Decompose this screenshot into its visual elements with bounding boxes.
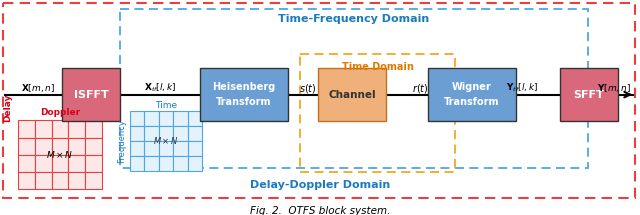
Bar (68, 155, 85, 172)
Bar (130, 111, 145, 126)
Bar (68, 120, 85, 138)
Text: Time-Frequency Domain: Time-Frequency Domain (278, 14, 429, 24)
Bar (85, 155, 102, 172)
Bar (62, 68, 120, 121)
Bar (52, 120, 68, 138)
Bar (188, 126, 202, 141)
Bar (145, 141, 159, 156)
Bar (18, 155, 35, 172)
Bar (200, 68, 288, 121)
Bar (85, 120, 102, 138)
Bar (159, 141, 173, 156)
Bar (85, 172, 102, 189)
Bar (428, 68, 516, 121)
Bar (120, 9, 588, 168)
Bar (173, 111, 188, 126)
Text: $r(t)$: $r(t)$ (412, 82, 428, 95)
Bar (318, 68, 386, 121)
Bar (173, 156, 188, 171)
Bar (35, 172, 52, 189)
Text: Delay-Doppler Domain: Delay-Doppler Domain (250, 180, 390, 190)
Bar (35, 120, 52, 138)
Bar (159, 126, 173, 141)
Text: Transform: Transform (444, 97, 500, 107)
Text: Heisenberg: Heisenberg (212, 82, 276, 92)
Bar (560, 68, 618, 121)
Bar (18, 120, 35, 138)
Text: $M \times N$: $M \times N$ (153, 135, 179, 146)
Text: Doppler: Doppler (40, 108, 80, 117)
Text: $s(t)$: $s(t)$ (299, 82, 317, 95)
Bar (18, 138, 35, 155)
Text: Time Domain: Time Domain (342, 62, 414, 72)
Bar (35, 155, 52, 172)
Text: ISFFT: ISFFT (74, 90, 108, 100)
Bar (145, 111, 159, 126)
Bar (68, 172, 85, 189)
Bar (145, 156, 159, 171)
Bar (130, 141, 145, 156)
Text: Frequency: Frequency (118, 119, 127, 163)
Bar (188, 111, 202, 126)
Bar (52, 155, 68, 172)
Bar (68, 138, 85, 155)
Text: $M \times N$: $M \times N$ (46, 149, 74, 160)
Bar (159, 111, 173, 126)
Bar (52, 138, 68, 155)
Bar (145, 126, 159, 141)
Text: $\mathbf{Y}[m,n]$: $\mathbf{Y}[m,n]$ (597, 82, 631, 94)
Bar (173, 126, 188, 141)
Text: Transform: Transform (216, 97, 272, 107)
Text: Time: Time (155, 101, 177, 110)
Bar (173, 141, 188, 156)
Bar (300, 54, 455, 172)
Text: Fig. 2.  OTFS block system.: Fig. 2. OTFS block system. (250, 206, 390, 215)
Bar (35, 138, 52, 155)
Bar (159, 156, 173, 171)
Text: $\mathbf{Y}_{tf}[l,k]$: $\mathbf{Y}_{tf}[l,k]$ (506, 82, 538, 94)
Bar (130, 156, 145, 171)
Text: Delay: Delay (3, 93, 13, 122)
Text: Channel: Channel (328, 90, 376, 100)
Text: $\mathbf{X}[m,n]$: $\mathbf{X}[m,n]$ (21, 82, 55, 94)
Text: $\mathbf{X}_{tf}[l,k]$: $\mathbf{X}_{tf}[l,k]$ (144, 82, 176, 94)
Bar (18, 172, 35, 189)
Bar (188, 141, 202, 156)
Bar (130, 126, 145, 141)
Text: Wigner: Wigner (452, 82, 492, 92)
Text: SFFT: SFFT (573, 90, 604, 100)
Bar (85, 138, 102, 155)
Bar (188, 156, 202, 171)
Bar (52, 172, 68, 189)
